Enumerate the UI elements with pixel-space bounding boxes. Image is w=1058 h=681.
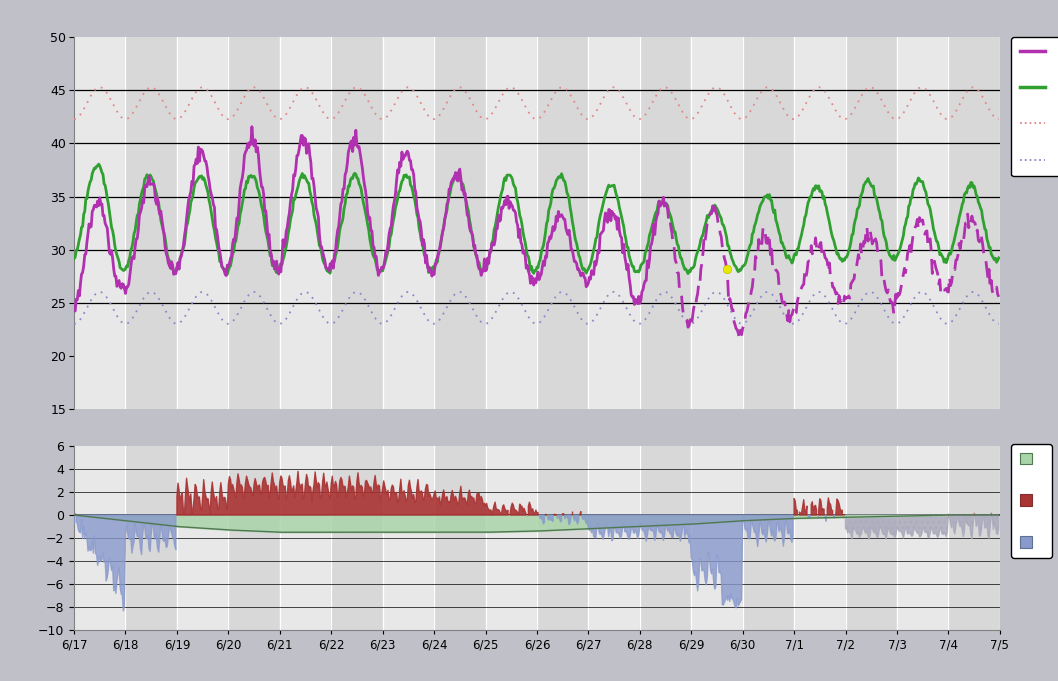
Bar bbox=[177, 446, 229, 630]
Bar bbox=[640, 446, 691, 630]
Bar bbox=[74, 37, 126, 409]
Bar bbox=[486, 37, 537, 409]
Bar bbox=[383, 37, 434, 409]
Bar bbox=[177, 37, 229, 409]
Bar bbox=[897, 446, 948, 630]
Bar bbox=[126, 446, 177, 630]
Legend: , , : , , bbox=[1011, 444, 1052, 558]
Bar bbox=[536, 37, 588, 409]
Bar bbox=[691, 446, 743, 630]
Bar bbox=[845, 446, 897, 630]
Bar bbox=[795, 37, 845, 409]
Bar bbox=[279, 446, 331, 630]
Bar bbox=[279, 37, 331, 409]
Bar bbox=[383, 446, 434, 630]
Bar bbox=[948, 446, 1000, 630]
Bar bbox=[229, 37, 279, 409]
Bar bbox=[743, 446, 795, 630]
Bar bbox=[331, 446, 383, 630]
Bar bbox=[588, 446, 640, 630]
Bar bbox=[536, 446, 588, 630]
Bar bbox=[229, 446, 279, 630]
Bar bbox=[486, 446, 537, 630]
Bar bbox=[434, 37, 486, 409]
Bar bbox=[897, 37, 948, 409]
Bar bbox=[691, 37, 743, 409]
Legend: , , , : , , , bbox=[1011, 37, 1058, 176]
Bar bbox=[795, 446, 845, 630]
Bar bbox=[434, 446, 486, 630]
Bar bbox=[331, 37, 383, 409]
Bar bbox=[126, 37, 177, 409]
Bar bbox=[74, 446, 126, 630]
Bar bbox=[640, 37, 691, 409]
Bar bbox=[845, 37, 897, 409]
Bar bbox=[948, 37, 1000, 409]
Bar bbox=[743, 37, 795, 409]
Bar bbox=[588, 37, 640, 409]
